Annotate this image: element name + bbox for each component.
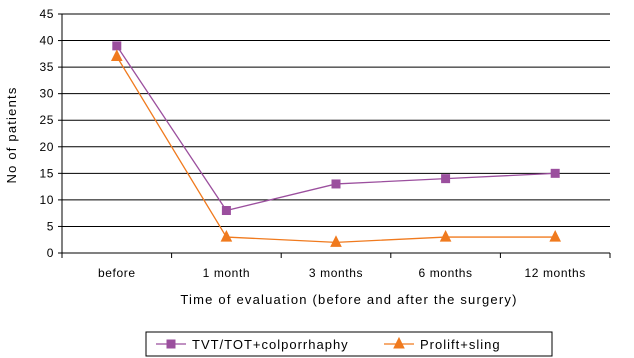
y-tick-label: 45 bbox=[39, 7, 54, 21]
x-tick-label: 3 months bbox=[309, 266, 363, 280]
y-tick-label: 5 bbox=[47, 219, 54, 233]
data-point bbox=[330, 235, 342, 247]
y-tick-label: 0 bbox=[47, 246, 54, 260]
legend-item-2: Prolift+sling bbox=[384, 336, 501, 352]
x-tick-label: 6 months bbox=[419, 266, 473, 280]
legend-marker bbox=[393, 336, 405, 349]
x-axis-label: Time of evaluation (before and after the… bbox=[180, 292, 517, 307]
x-tick-label: before bbox=[98, 266, 136, 280]
legend-label: Prolift+sling bbox=[420, 337, 501, 352]
x-tick-label: 1 month bbox=[203, 266, 251, 280]
y-tick-label: 35 bbox=[39, 60, 54, 74]
y-tick-label: 15 bbox=[39, 166, 54, 180]
y-axis-ticks: 0 5 10 15 20 25 30 35 40 45 bbox=[39, 7, 62, 260]
series-group bbox=[110, 41, 562, 247]
data-point bbox=[221, 206, 231, 216]
series-1 bbox=[112, 41, 560, 216]
data-point bbox=[439, 229, 452, 242]
legend-item-1: TVT/TOT+colporrhaphy bbox=[156, 337, 349, 352]
data-point bbox=[549, 229, 562, 242]
x-axis-ticks: before 1 month 3 months 6 months 12 months bbox=[61, 253, 611, 280]
x-tick-label: 12 months bbox=[524, 266, 585, 280]
legend-label: TVT/TOT+colporrhaphy bbox=[192, 337, 349, 352]
series-line bbox=[116, 56, 556, 244]
data-point bbox=[220, 229, 233, 242]
data-point bbox=[112, 41, 122, 51]
legend: TVT/TOT+colporrhaphy Prolift+sling bbox=[145, 331, 553, 357]
data-point bbox=[550, 168, 560, 178]
data-point bbox=[110, 49, 123, 61]
legend-frame bbox=[145, 331, 553, 357]
data-point bbox=[441, 174, 451, 184]
data-point bbox=[331, 179, 341, 189]
y-tick-label: 20 bbox=[39, 140, 54, 154]
y-tick-label: 30 bbox=[39, 87, 54, 101]
y-tick-label: 10 bbox=[39, 193, 54, 207]
y-tick-label: 25 bbox=[39, 113, 54, 127]
series-2 bbox=[110, 49, 562, 247]
legend-marker bbox=[166, 339, 176, 349]
gridlines bbox=[62, 13, 610, 227]
y-tick-label: 40 bbox=[39, 34, 54, 48]
y-axis-label: No of patients bbox=[4, 86, 19, 183]
